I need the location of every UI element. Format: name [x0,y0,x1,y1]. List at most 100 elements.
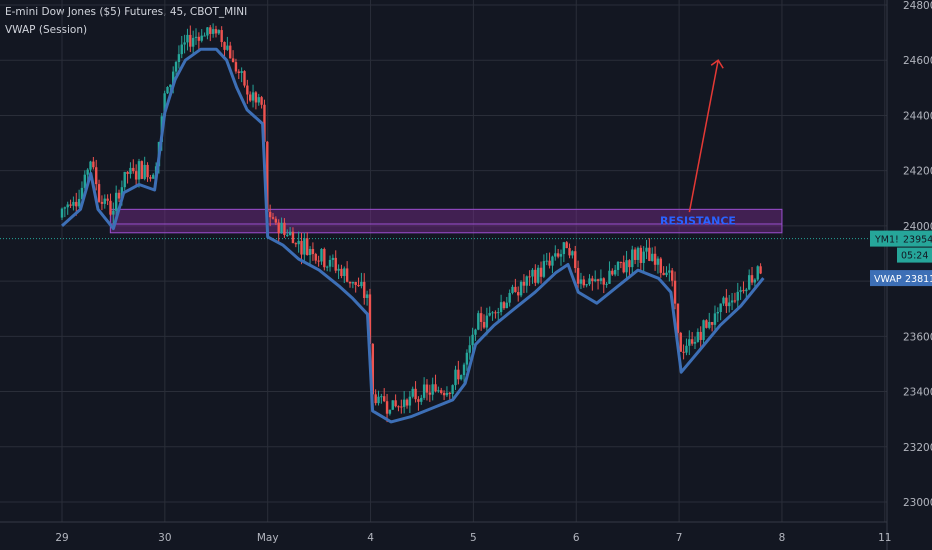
candle-body [325,266,329,268]
candle-body [172,71,175,85]
candle-body [511,286,514,293]
candle-body [468,345,471,353]
candle-body [545,260,548,262]
x-tick-label: 30 [158,532,171,544]
candle-body [457,369,460,380]
y-tick-label: 23400 [903,387,932,399]
x-tick-label: 11 [878,532,891,544]
candle-body [260,97,263,105]
candle-body [459,375,463,380]
candle-body [739,290,742,292]
candle-body [668,270,671,273]
candle-body [323,248,326,268]
x-tick-label: 29 [55,532,68,544]
candle-body [334,257,337,271]
candle-body [280,222,283,234]
candle-body [454,369,457,386]
candle-body [708,321,711,328]
candle-body [690,339,694,344]
candle-body [143,164,146,179]
candle-body [753,279,757,283]
candle-body [531,269,534,277]
candle-body [100,201,104,204]
candle-body [163,93,166,117]
candle-body [519,281,523,296]
candle-body [140,161,144,179]
x-tick-label: May [257,532,279,544]
candle-body [719,303,722,312]
candle-body [191,37,195,47]
candle-body [685,345,688,353]
candle-body [525,276,528,286]
candle-body [277,222,280,234]
candle-body [485,315,489,328]
candle-body [425,384,429,393]
candle-body [682,351,685,353]
candle-body [368,294,372,344]
candle-body [676,303,680,333]
candle-body [340,268,343,277]
candle-body [331,257,335,260]
candle-body [474,329,477,335]
candle-body [126,171,129,174]
y-tick-label: 23200 [903,442,932,454]
candle-body [303,238,306,255]
candle-body [639,247,643,263]
candle-body [317,260,320,262]
candle-body [608,270,611,284]
y-tick-label: 23600 [903,331,932,343]
candle-body [223,42,226,50]
candle-body [263,104,266,142]
candle-body [631,249,634,268]
candle-body [354,281,357,285]
candle-body [297,240,300,245]
candle-body [471,334,474,346]
candle-body [725,297,728,307]
candle-body [651,253,654,261]
x-tick-label: 6 [573,532,580,544]
candle-body [365,294,369,298]
candle-body [662,272,665,276]
candle-body [562,242,566,255]
candle-body [750,275,754,283]
candle-body [576,268,580,284]
candle-body [548,260,551,266]
candle-body [579,279,583,284]
projection-arrow-head [710,59,724,69]
price-label-value: 23954 [903,235,932,246]
candle-body [462,364,466,376]
price-label-symbol: YM1! [874,235,899,246]
countdown-label: 05:24 [901,251,928,262]
candle-body [251,92,255,101]
candle-body [514,286,517,293]
candle-body [679,332,682,352]
candle-body [246,85,249,95]
candle-body [92,161,95,168]
candle-body [574,251,577,269]
candle-body [539,267,543,277]
candle-body [565,242,568,249]
candle-body [152,174,155,179]
candle-body [559,254,563,257]
candle-body [542,261,546,277]
candle-body [497,312,500,314]
candle-body [705,320,708,328]
candle-body [428,392,432,395]
candle-body [206,27,209,36]
vwap-label-name: VWAP [874,274,902,285]
candle-body [633,249,637,260]
candle-body [588,278,591,285]
candle-body [348,281,352,284]
candle-body [699,331,702,340]
candle-body [736,291,739,301]
y-tick-label: 24400 [903,110,932,122]
candle-body [377,396,380,404]
candle-body [477,313,480,330]
candle-body [343,268,346,277]
candle-body [582,279,586,286]
candle-body [80,187,84,199]
candle-body [209,27,212,34]
candle-body [357,284,360,287]
projection-arrow-line [688,60,719,213]
